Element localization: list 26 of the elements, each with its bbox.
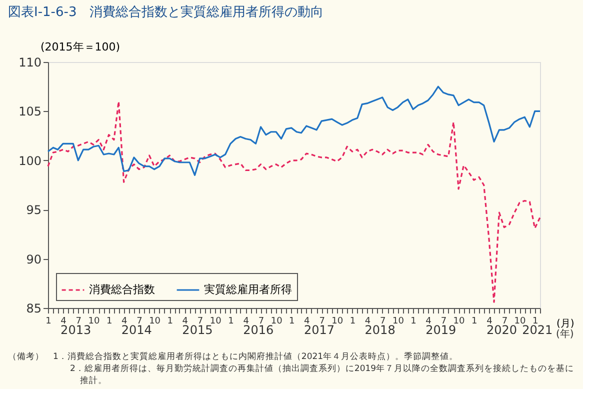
chart-title: 図表Ⅰ-1-6-3 消費総合指数と実質総雇用者所得の動向 [8, 4, 324, 20]
y-tick-label: 95 [26, 203, 42, 218]
text: 推計。 [80, 375, 107, 386]
text: （備考） 1．消費総合指数と実質総雇用者所得はともに内閣府推計値（2021年４月公表時点）。季節調整値。 [8, 351, 458, 362]
legend-label: 実質総雇用者所得 [204, 283, 292, 296]
line-series [47, 100, 541, 303]
y-tick-label: 105 [18, 104, 42, 119]
y-tick-label: 100 [18, 154, 42, 168]
x-tick-label: 1 [471, 316, 478, 326]
line-series [47, 86, 541, 176]
y-tick-label: 85 [26, 302, 42, 316]
x-axis-title: (月) [556, 318, 574, 330]
text: 2．総雇用者所得は、毎月勤労統計調査の再集計値（抽出調査系列）に2019年７月以降の全数調査系列を接続したものを基に [70, 363, 574, 374]
y-axis-title: (2015年＝100) [40, 40, 120, 54]
text: (年) [556, 328, 574, 340]
x-tick-label: 1 [228, 316, 234, 326]
x-tick-label: 1 [350, 316, 356, 326]
x-tick-label: 1 [289, 316, 295, 326]
x-tick-label: 1 [410, 316, 416, 326]
x-tick-label: 1 [167, 316, 173, 326]
y-tick-label: 90 [26, 252, 42, 266]
x-tick-label: 1 [46, 316, 52, 326]
x-tick-label: 10 [149, 316, 161, 326]
y-tick-label: 110 [18, 56, 42, 70]
legend-label: 消費総合指数 [89, 283, 155, 296]
x-tick-label: 1 [106, 316, 112, 326]
